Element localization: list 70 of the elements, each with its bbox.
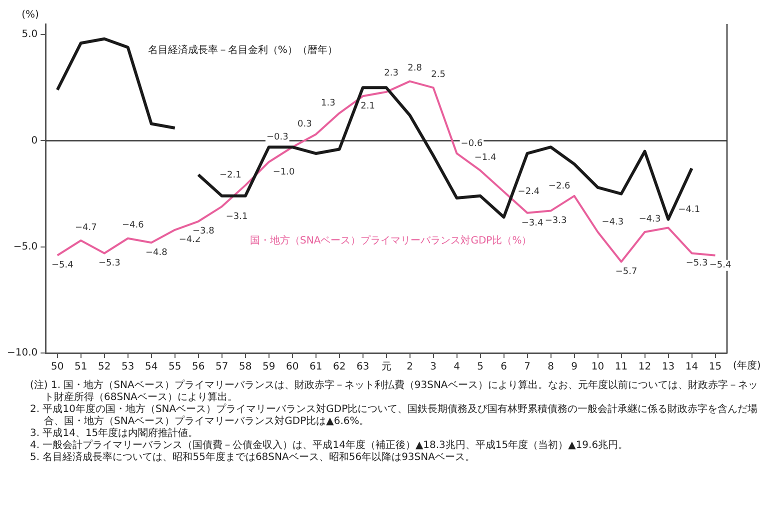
data-label: −2.4 (518, 187, 540, 198)
data-label: −1.4 (474, 152, 496, 163)
text: 国・地方（SNAベース）プライマリーバランス対GDP比（%） (250, 234, 532, 247)
x-tick-label: 10 (591, 362, 604, 373)
x-tick-label: 51 (74, 362, 88, 373)
data-label: −2.1 (219, 170, 242, 181)
x-tick-label: 9 (571, 362, 578, 373)
data-label: −5.3 (686, 258, 708, 269)
y-tick-label: −10.0 (6, 348, 38, 359)
x-tick-label: 62 (332, 362, 346, 373)
x-tick-label: 50 (51, 362, 64, 373)
data-label: −4.6 (122, 220, 144, 231)
x-tick-label: 59 (262, 362, 276, 373)
x-tick-label: 60 (286, 362, 299, 373)
x-tick-label: 15 (708, 362, 722, 373)
data-label: −2.6 (548, 181, 571, 192)
text: 3. 平成14、15年度は内閣府推計値。 (30, 428, 200, 440)
data-label: −3.8 (192, 226, 215, 237)
x-tick-label: 57 (215, 362, 228, 373)
data-label: −1.0 (272, 167, 295, 178)
x-tick-label: 5 (477, 362, 484, 373)
data-label: −4.3 (602, 217, 624, 228)
data-label: −4.8 (145, 248, 168, 258)
x-tick-label: 8 (548, 362, 554, 373)
x-tick-label: 56 (192, 362, 205, 373)
data-label: 2.8 (408, 64, 422, 74)
x-tick-label: 7 (524, 362, 530, 373)
text: (注) 1. 国・地方（SNAベース）プライマリーバランスは、財政赤字－ネット利払費（93SNAベース）により算出。なお、元年度以前については、財政赤字－ネット財産所得（68SNAベース）により算出。 (30, 380, 759, 404)
y-axis-title: (%) (22, 10, 40, 21)
data-label: 1.3 (321, 98, 336, 108)
data-label: 0.3 (298, 120, 312, 130)
x-tick-label: 12 (638, 362, 652, 373)
x-tick-label: 11 (614, 362, 628, 373)
x-tick-label: 58 (238, 362, 252, 373)
x-tick-label: 14 (685, 362, 698, 373)
data-label: 2.3 (384, 68, 398, 78)
data-label: −5.4 (709, 260, 732, 271)
x-tick-label: 52 (98, 362, 111, 373)
y-tick-label: −5.0 (13, 241, 38, 252)
x-tick-label: 53 (122, 362, 134, 373)
text: 2. 平成10年度の国・地方（SNAベース）プライマリーバランス対GDP比について、国鉄長期債務及び国有林野累積債務の一般会計承継に係る財政赤字を含んだ場合、国・地方（SNAベース）プライマリーバランス対GDP比は▲6.6%。 (30, 404, 759, 428)
data-label: −3.3 (544, 216, 567, 226)
data-label: −4.1 (678, 205, 700, 216)
data-label: −0.3 (266, 132, 288, 142)
data-label: −5.7 (615, 267, 638, 278)
data-label: −3.4 (521, 218, 544, 228)
data-label: −5.3 (98, 258, 120, 269)
x-axis-title: (年度) (733, 360, 761, 372)
x-tick-label: 6 (500, 362, 507, 373)
y-tick-label: 0 (31, 135, 38, 146)
data-label: 2.5 (431, 70, 446, 80)
data-label: −4.7 (74, 222, 97, 233)
data-label: 2.1 (360, 102, 375, 112)
y-tick-label: 5.0 (22, 29, 38, 40)
data-label: −3.1 (226, 212, 248, 222)
x-tick-label: 13 (662, 362, 675, 373)
x-tick-label: 元 (381, 362, 392, 373)
text: 4. 一般会計プライマリーバランス（国債費－公債金収入）は、平成14年度（補正後）▲18.3兆円、平成15年度（当初）▲19.6兆円。 (30, 440, 630, 452)
x-tick-label: 4 (454, 362, 460, 373)
x-tick-label: 55 (168, 362, 182, 373)
text: 5. 名目経済成長率については、昭和55年度までは68SNAベース、昭和56年以降は93SNAベース。 (30, 452, 476, 464)
x-tick-label: 3 (430, 362, 436, 373)
data-label: −0.6 (460, 138, 483, 149)
x-tick-label: 63 (356, 362, 370, 373)
x-tick-label: 54 (145, 362, 158, 373)
x-tick-label: 2 (406, 362, 414, 373)
data-label: −5.4 (51, 260, 74, 271)
data-label: −4.3 (638, 214, 661, 224)
series-label: 名目経済成長率－名目金利（%）（暦年） (148, 44, 338, 56)
x-tick-label: 61 (309, 362, 322, 373)
